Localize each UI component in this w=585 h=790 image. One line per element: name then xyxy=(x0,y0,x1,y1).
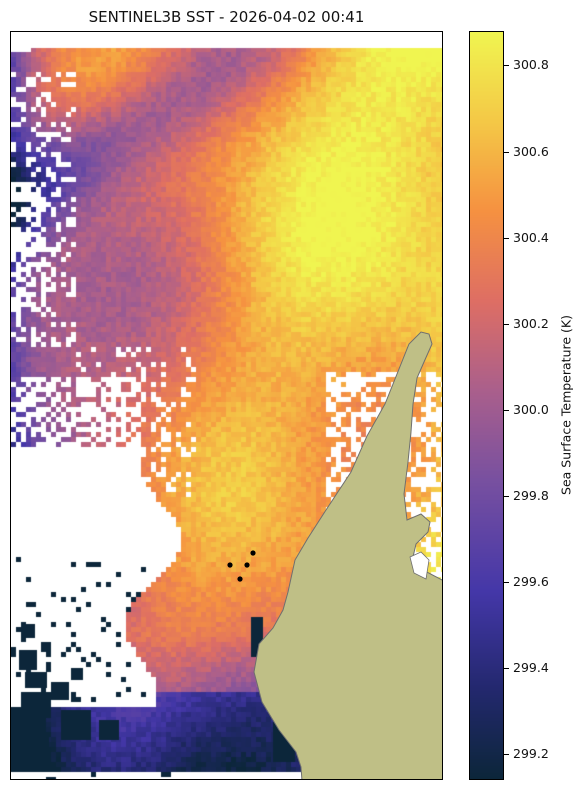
colorbar-tick xyxy=(504,237,509,239)
colorbar-tick-label: 300.4 xyxy=(513,229,549,245)
colorbar-label: Sea Surface Temperature (K) xyxy=(558,315,574,495)
colorbar-tick-label: 300.2 xyxy=(513,315,549,331)
colorbar-tick xyxy=(504,151,509,153)
colorbar-tick-label: 299.2 xyxy=(513,746,549,762)
colorbar xyxy=(469,31,504,780)
colorbar-tick xyxy=(504,581,509,583)
buoy-point xyxy=(250,550,256,556)
colorbar-tick xyxy=(504,323,509,325)
colorbar-tick xyxy=(504,668,509,670)
coastline-peninsula xyxy=(253,331,442,779)
colorbar-tick xyxy=(504,495,509,497)
land-mask xyxy=(253,331,442,779)
sst-map xyxy=(10,31,443,780)
buoy-point xyxy=(227,562,233,568)
colorbar-tick xyxy=(504,65,509,67)
colorbar-tick-label: 299.8 xyxy=(513,487,549,503)
colorbar-tick xyxy=(504,409,509,411)
buoy-point xyxy=(244,562,250,568)
colorbar-tick-label: 300.8 xyxy=(513,57,549,73)
colorbar-tick xyxy=(504,754,509,756)
buoy-point xyxy=(237,576,243,582)
buoy-markers xyxy=(227,550,256,582)
coastline-bay xyxy=(409,551,430,580)
map-title: SENTINEL3B SST - 2026-04-02 00:41 xyxy=(88,8,365,26)
colorbar-tick-label: 300.0 xyxy=(513,401,549,417)
colorbar-tick-label: 299.6 xyxy=(513,573,549,589)
colorbar-tick-label: 300.6 xyxy=(513,143,549,159)
colorbar-tick-label: 299.4 xyxy=(513,660,549,676)
